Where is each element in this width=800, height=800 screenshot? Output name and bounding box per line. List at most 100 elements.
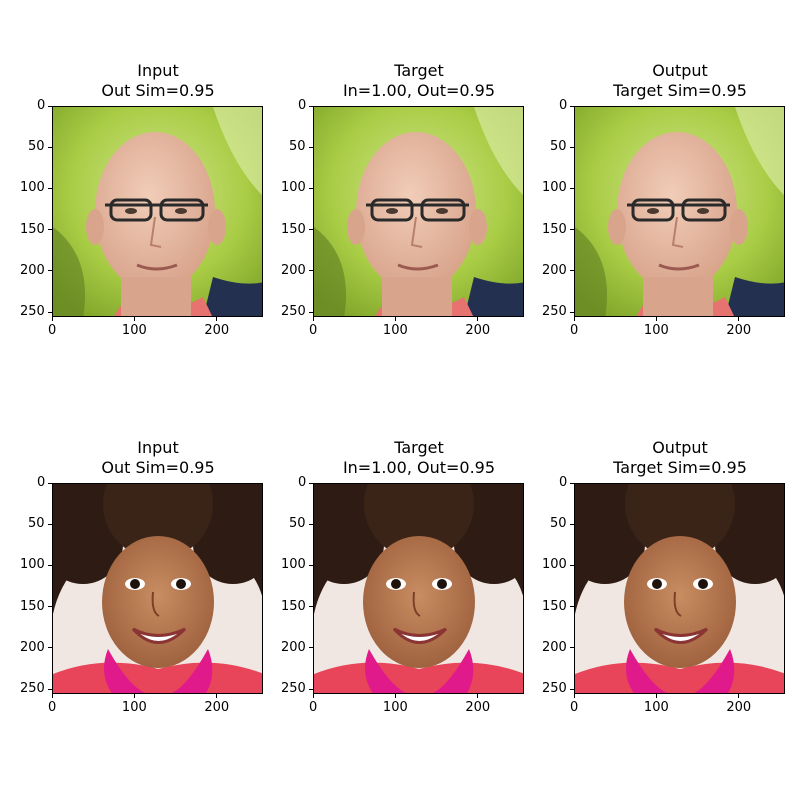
y-tick-mark bbox=[48, 564, 52, 566]
portrait-image bbox=[574, 483, 785, 694]
y-tick-label: 50 bbox=[550, 516, 567, 532]
panel-title-line1: Output bbox=[652, 438, 708, 457]
y-tick-label: 150 bbox=[281, 598, 306, 614]
y-tick-label: 100 bbox=[20, 180, 45, 196]
y-tick-label: 250 bbox=[542, 304, 567, 320]
y-tick-mark bbox=[570, 688, 574, 690]
y-tick-mark bbox=[309, 187, 313, 189]
panel-output-row1: Output Target Sim=0.95 0 100 200 0 50 100 150 2… bbox=[542, 61, 785, 338]
y-tick-mark bbox=[570, 523, 574, 525]
y-tick-label: 250 bbox=[20, 681, 45, 697]
x-tick-label: 100 bbox=[121, 700, 147, 715]
y-tick-mark bbox=[570, 105, 574, 107]
y-tick-mark bbox=[48, 187, 52, 189]
panel-input-row1: Input Out Sim=0.95 0 100 200 0 50 100 150 200 25… bbox=[20, 61, 263, 338]
y-tick-label: 50 bbox=[28, 139, 45, 155]
y-tick-label: 50 bbox=[28, 516, 45, 532]
x-tick-mark bbox=[655, 694, 657, 698]
y-tick-mark bbox=[570, 564, 574, 566]
panel-target-row2: Target In=1.00, Out=0.95 0 100 200 0 50 100 15… bbox=[281, 438, 524, 715]
y-tick-mark bbox=[570, 311, 574, 313]
portrait-image bbox=[313, 483, 524, 694]
y-tick-label: 200 bbox=[20, 639, 45, 655]
x-tick-mark bbox=[133, 317, 135, 321]
panel-title-line1: Target bbox=[394, 438, 444, 457]
y-tick-label: 200 bbox=[281, 262, 306, 278]
y-tick-label: 150 bbox=[542, 221, 567, 237]
y-tick-mark bbox=[48, 146, 52, 148]
x-tick-label: 200 bbox=[204, 323, 230, 338]
y-tick-mark bbox=[570, 482, 574, 484]
y-tick-label: 50 bbox=[550, 139, 567, 155]
x-tick-label: 100 bbox=[382, 323, 408, 338]
y-tick-label: 250 bbox=[281, 681, 306, 697]
y-tick-label: 100 bbox=[20, 557, 45, 573]
x-tick-label: 0 bbox=[309, 323, 318, 338]
x-tick-label: 200 bbox=[726, 323, 752, 338]
x-tick-mark bbox=[738, 317, 740, 321]
panel-title: Output Target Sim=0.95 bbox=[560, 61, 800, 101]
y-tick-mark bbox=[309, 105, 313, 107]
y-tick-mark bbox=[48, 482, 52, 484]
panel-title-line1: Target bbox=[394, 61, 444, 80]
x-tick-mark bbox=[655, 317, 657, 321]
y-tick-mark bbox=[48, 229, 52, 231]
x-tick-label: 100 bbox=[643, 323, 669, 338]
y-tick-label: 0 bbox=[298, 475, 307, 490]
y-tick-label: 200 bbox=[281, 639, 306, 655]
y-tick-mark bbox=[48, 270, 52, 272]
y-tick-label: 200 bbox=[542, 262, 567, 278]
x-tick-label: 0 bbox=[309, 700, 318, 715]
panel-title: Input Out Sim=0.95 bbox=[38, 61, 278, 101]
panel-title-line2: Target Sim=0.95 bbox=[613, 81, 747, 100]
y-tick-label: 150 bbox=[20, 221, 45, 237]
x-tick-label: 0 bbox=[570, 700, 579, 715]
y-tick-label: 100 bbox=[281, 180, 306, 196]
panel-title: Target In=1.00, Out=0.95 bbox=[299, 438, 539, 478]
panel-title: Target In=1.00, Out=0.95 bbox=[299, 61, 539, 101]
y-tick-mark bbox=[309, 523, 313, 525]
x-tick-mark bbox=[394, 317, 396, 321]
portrait-image bbox=[52, 483, 263, 694]
panel-input-row2: Input Out Sim=0.95 0 100 200 0 50 100 150 200 25… bbox=[20, 438, 263, 715]
y-tick-mark bbox=[48, 606, 52, 608]
panel-title-line2: Out Sim=0.95 bbox=[101, 81, 215, 100]
y-tick-label: 0 bbox=[37, 98, 46, 113]
y-tick-label: 100 bbox=[281, 557, 306, 573]
panel-title-line2: In=1.00, Out=0.95 bbox=[342, 81, 496, 100]
y-tick-label: 0 bbox=[298, 98, 307, 113]
x-tick-label: 200 bbox=[465, 323, 491, 338]
y-tick-label: 0 bbox=[37, 475, 46, 490]
y-tick-label: 200 bbox=[542, 639, 567, 655]
y-tick-label: 250 bbox=[20, 304, 45, 320]
y-tick-label: 150 bbox=[281, 221, 306, 237]
panel-title-line1: Output bbox=[652, 61, 708, 80]
y-tick-label: 100 bbox=[542, 557, 567, 573]
y-tick-label: 100 bbox=[542, 180, 567, 196]
y-tick-mark bbox=[570, 229, 574, 231]
panel-target-row1: Target In=1.00, Out=0.95 0 100 200 0 50 100 15… bbox=[281, 61, 524, 338]
x-tick-label: 100 bbox=[382, 700, 408, 715]
y-tick-mark bbox=[570, 187, 574, 189]
x-tick-mark bbox=[51, 317, 53, 321]
x-tick-label: 0 bbox=[48, 323, 57, 338]
x-tick-mark bbox=[216, 694, 218, 698]
x-tick-mark bbox=[216, 317, 218, 321]
y-tick-label: 200 bbox=[20, 262, 45, 278]
panel-title: Input Out Sim=0.95 bbox=[38, 438, 278, 478]
x-tick-mark bbox=[477, 694, 479, 698]
panel-title-line2: Out Sim=0.95 bbox=[101, 458, 215, 477]
y-tick-label: 150 bbox=[542, 598, 567, 614]
y-tick-mark bbox=[309, 482, 313, 484]
y-tick-mark bbox=[309, 564, 313, 566]
x-tick-label: 100 bbox=[121, 323, 147, 338]
x-tick-label: 200 bbox=[204, 700, 230, 715]
x-tick-label: 100 bbox=[643, 700, 669, 715]
y-tick-label: 250 bbox=[542, 681, 567, 697]
y-tick-mark bbox=[48, 311, 52, 313]
panel-title-line1: Input bbox=[137, 61, 179, 80]
x-tick-mark bbox=[573, 694, 575, 698]
y-tick-mark bbox=[570, 146, 574, 148]
y-tick-mark bbox=[48, 688, 52, 690]
y-tick-mark bbox=[309, 270, 313, 272]
